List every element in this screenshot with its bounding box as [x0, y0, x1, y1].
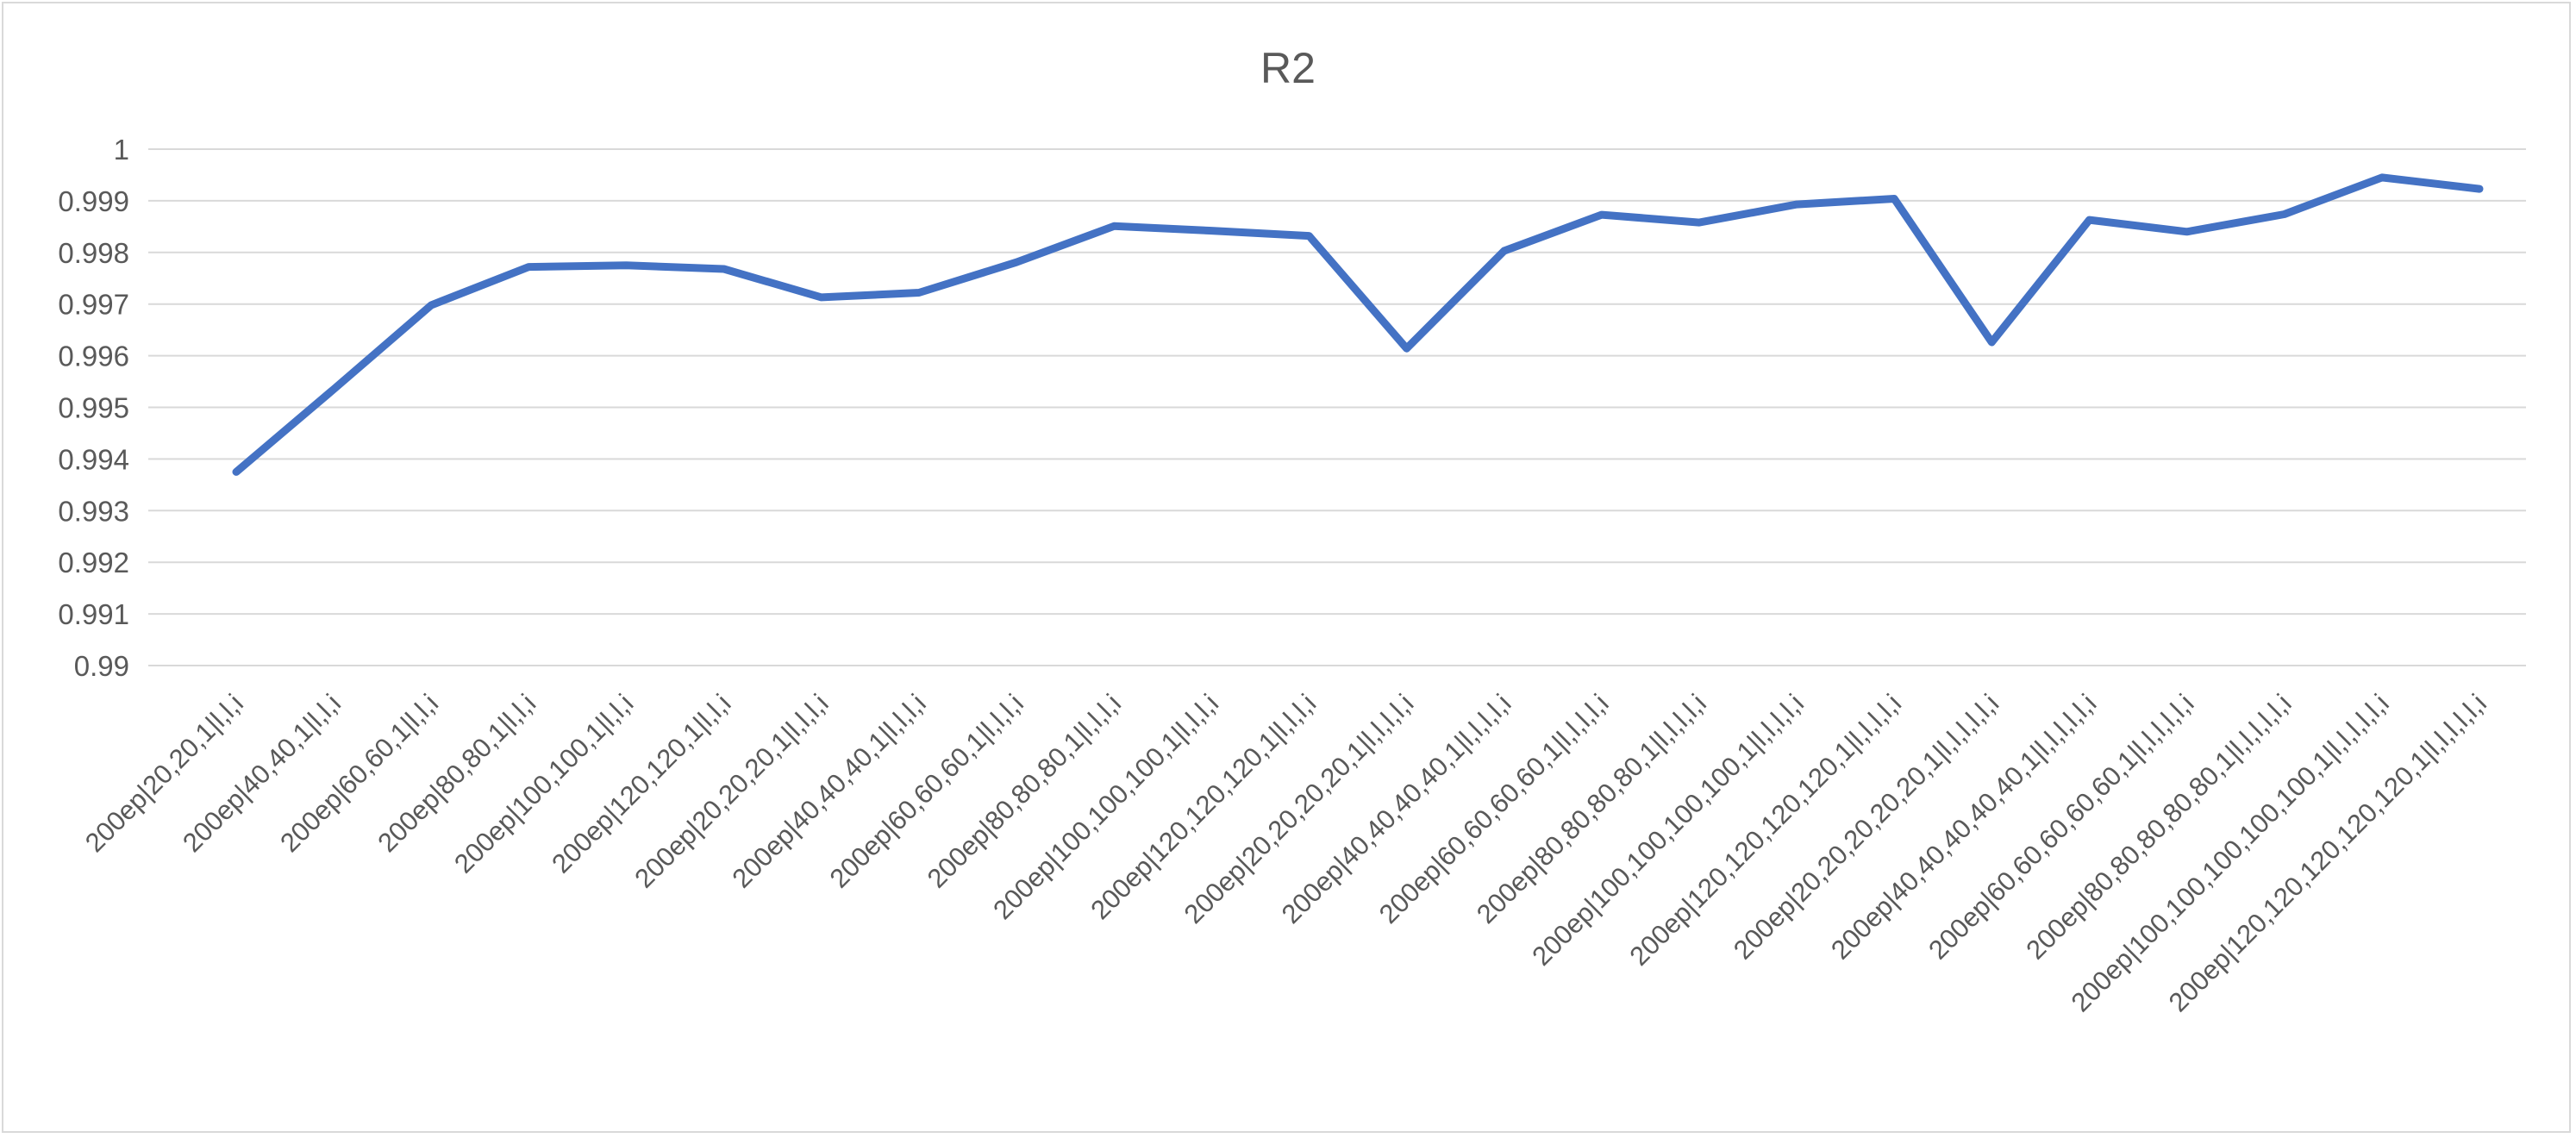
x-axis-ticks: 200ep|20,20,1|l,l,i200ep|40,40,1|l,l,i20…: [79, 688, 2492, 1017]
data-point: [819, 295, 823, 299]
y-tick-label: 0.995: [58, 392, 129, 424]
data-point: [1404, 347, 1409, 351]
data-point: [332, 387, 336, 391]
y-tick-label: 0.996: [58, 341, 129, 372]
x-tick-label: 200ep|40,40,40,1|l,l,l,i: [726, 688, 931, 893]
data-point: [1210, 228, 1214, 233]
data-point: [1892, 197, 1897, 201]
data-point: [1502, 249, 1506, 253]
data-point: [916, 291, 921, 295]
y-tick-label: 0.99: [74, 650, 129, 682]
data-point: [624, 263, 628, 267]
y-tick-label: 0.993: [58, 495, 129, 527]
data-point: [2185, 229, 2189, 234]
y-axis-ticks: 0.99 0.991 0.992 0.993 0.994 0.995 0.996 0.997 0…: [58, 134, 129, 682]
data-point: [2282, 212, 2286, 216]
data-point: [1697, 221, 1701, 225]
data-point: [1307, 234, 1311, 238]
data-point: [429, 303, 434, 307]
data-point: [1599, 213, 1604, 217]
data-point: [2379, 175, 2384, 179]
series-layer: [232, 173, 2484, 476]
data-point: [2478, 187, 2481, 191]
x-tick-label: 200ep|60,60,60,1|l,l,l,i: [824, 688, 1029, 893]
data-point: [234, 470, 238, 474]
x-tick-label: 200ep|120,120,1|l,l,i: [546, 688, 736, 879]
y-tick-label: 0.994: [58, 443, 129, 475]
data-point: [527, 265, 531, 269]
data-point: [1112, 224, 1116, 228]
x-tick-label: 200ep|80,80,80,1|l,l,l,i: [922, 688, 1127, 893]
x-tick-label: 200ep|20,20,1|l,l,i: [79, 688, 249, 858]
y-tick-label: 1: [114, 134, 129, 166]
data-point: [722, 266, 726, 271]
chart-title: R2: [1260, 44, 1316, 92]
y-tick-label: 0.991: [58, 598, 129, 630]
x-tick-label: 200ep|100,100,1|l,l,i: [448, 688, 639, 879]
y-tick-label: 0.999: [58, 185, 129, 217]
data-point: [1015, 260, 1019, 265]
data-point: [2087, 218, 2091, 222]
y-tick-label: 0.998: [58, 237, 129, 269]
y-tick-label: 0.997: [58, 289, 129, 321]
data-point: [1795, 203, 1799, 207]
gridlines: [148, 148, 2526, 666]
data-point: [1990, 341, 1994, 345]
series-line: [232, 173, 2484, 476]
y-tick-label: 0.992: [58, 547, 129, 578]
x-tick-label: 200ep|20,20,20,1|l,l,l,i: [628, 688, 834, 893]
